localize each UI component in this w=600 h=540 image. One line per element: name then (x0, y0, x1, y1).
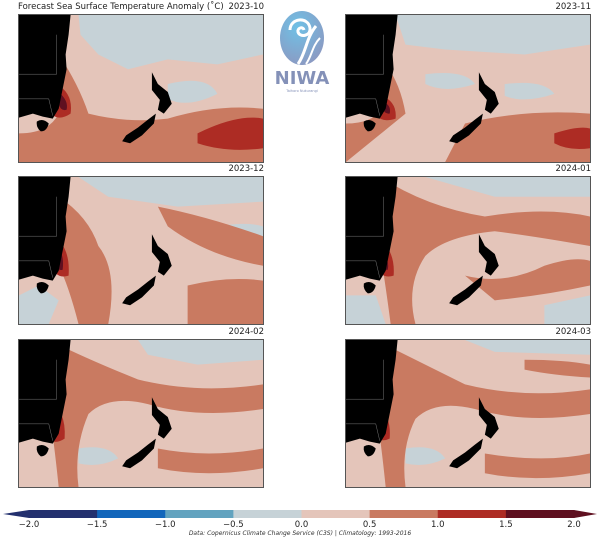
colorbar-tick-label: 0.0 (294, 520, 309, 530)
map-panel-2024-01 (345, 176, 591, 325)
colorbar-tick-label: −2.0 (18, 520, 40, 530)
colorbar-segment (437, 510, 507, 518)
land-mask (346, 177, 499, 306)
panel-date-label: 2024-01 (555, 164, 591, 174)
colorbar-tick-label: 1.0 (430, 520, 445, 530)
anomaly-cool-region (405, 340, 590, 465)
anomaly-warm-region (346, 64, 590, 162)
anomaly-warm-region (380, 177, 590, 324)
anomaly-hot-region (375, 93, 590, 149)
panel-date-label: 2024-03 (555, 327, 591, 337)
anomaly-warm-region (375, 340, 590, 487)
logo-subtitle: Taihoro Nukurangi (286, 89, 318, 93)
colorbar-extend-high (574, 510, 597, 518)
map-panel-2024-02 (18, 339, 264, 488)
anomaly-warm-region (48, 340, 263, 487)
map-panel-2023-10 (18, 14, 264, 163)
land-mask (346, 15, 499, 144)
colorbar-segment (29, 510, 98, 518)
land-mask (19, 177, 172, 306)
colorbar-segment (301, 510, 371, 518)
colorbar-tick-label: −0.5 (223, 520, 244, 530)
colorbar-tick-label: 1.5 (499, 520, 513, 530)
anomaly-cool-region (395, 15, 590, 100)
panel-date-label: 2023-12 (228, 164, 264, 174)
anomaly-warm-region (58, 196, 263, 324)
anomaly-cool-region (78, 15, 263, 103)
colorbar-segment (233, 510, 302, 518)
niwa-logo: NIWA Taihoro Nukurangi (268, 8, 336, 94)
map-panel-2023-12 (18, 176, 264, 325)
anomaly-hot-region (50, 84, 263, 150)
colorbar-segment (97, 510, 166, 518)
niwa-swirl-icon (280, 11, 324, 65)
anomaly-cool-region (19, 177, 263, 324)
panel-date-label: 2024-02 (228, 327, 264, 337)
colorbar (3, 510, 597, 518)
map-panel-2024-03 (345, 339, 591, 488)
colorbar-tick-label: 2.0 (567, 520, 581, 530)
map-panel-2023-11 (345, 14, 591, 163)
panel-date-label: 2023-10 (228, 2, 264, 12)
colorbar-extend-low (3, 510, 29, 518)
colorbar-tick-label: −1.0 (154, 520, 176, 530)
colorbar-segment (505, 510, 575, 518)
data-credit: Data: Copernicus Climate Change Service … (188, 530, 412, 537)
colorbar-segment (165, 510, 234, 518)
land-mask (19, 15, 172, 144)
land-mask (346, 340, 499, 469)
colorbar-tick-label: 0.5 (362, 520, 377, 530)
land-mask (19, 340, 172, 469)
colorbar-tick-label: −1.5 (86, 520, 108, 530)
anomaly-cool-region (346, 177, 590, 324)
colorbar-segment (369, 510, 439, 518)
logo-text: NIWA (274, 68, 330, 89)
figure-title: Forecast Sea Surface Temperature Anomaly… (18, 2, 224, 12)
anomaly-cool-region (78, 340, 263, 465)
panel-date-label: 2023-11 (555, 2, 591, 12)
